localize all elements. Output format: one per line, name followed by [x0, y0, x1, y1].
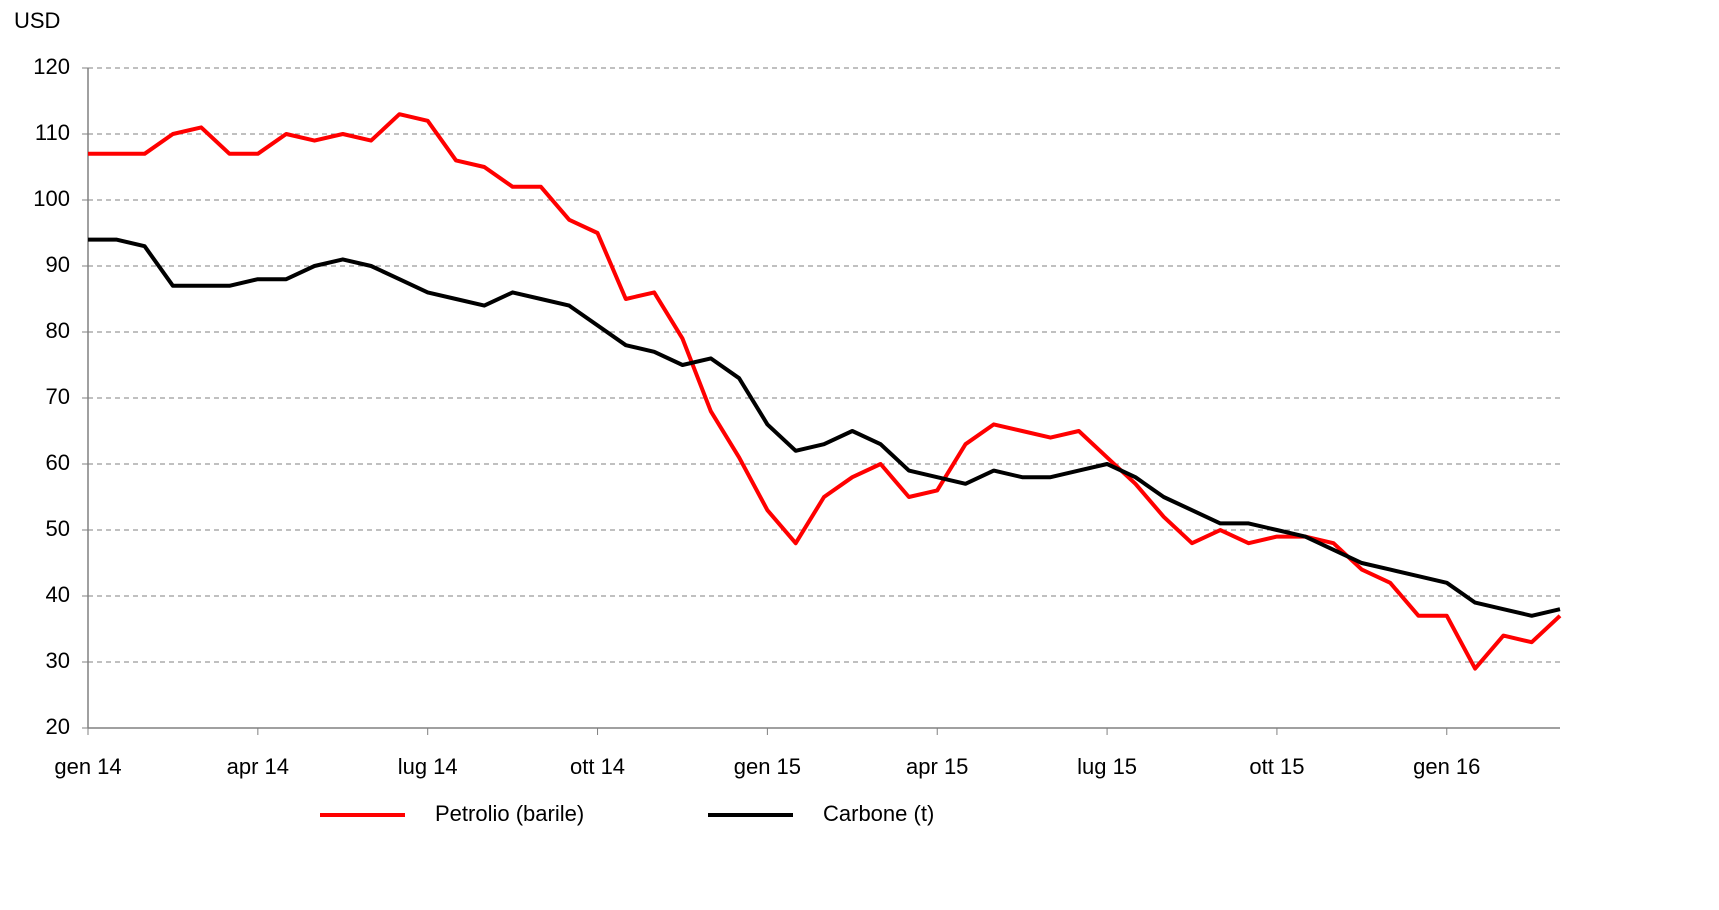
- y-tick-label: 90: [46, 252, 70, 277]
- y-tick-label: 60: [46, 450, 70, 475]
- y-tick-label: 110: [35, 120, 70, 145]
- x-tick-label: ott 14: [570, 754, 625, 779]
- y-tick-label: 70: [46, 384, 70, 409]
- line-series: [88, 237, 1561, 618]
- line-series: [88, 112, 1562, 671]
- x-tick-label: lug 15: [1077, 754, 1137, 779]
- x-tick-label: ott 15: [1249, 754, 1304, 779]
- x-tick-label: gen 15: [734, 754, 801, 779]
- y-tick-label: 100: [33, 186, 70, 211]
- y-tick-label: 30: [46, 648, 70, 673]
- x-tick-label: apr 14: [227, 754, 289, 779]
- legend-label: Petrolio (barile): [435, 801, 584, 826]
- y-tick-label: 120: [33, 54, 70, 79]
- x-tick-label: apr 15: [906, 754, 968, 779]
- x-tick-label: gen 14: [54, 754, 121, 779]
- y-tick-label: 80: [46, 318, 70, 343]
- x-tick-label: gen 16: [1413, 754, 1480, 779]
- y-axis-label: USD: [14, 8, 60, 33]
- y-tick-label: 40: [46, 582, 70, 607]
- x-tick-label: lug 14: [398, 754, 458, 779]
- legend-label: Carbone (t): [823, 801, 934, 826]
- y-tick-label: 20: [46, 714, 70, 739]
- y-tick-label: 50: [46, 516, 70, 541]
